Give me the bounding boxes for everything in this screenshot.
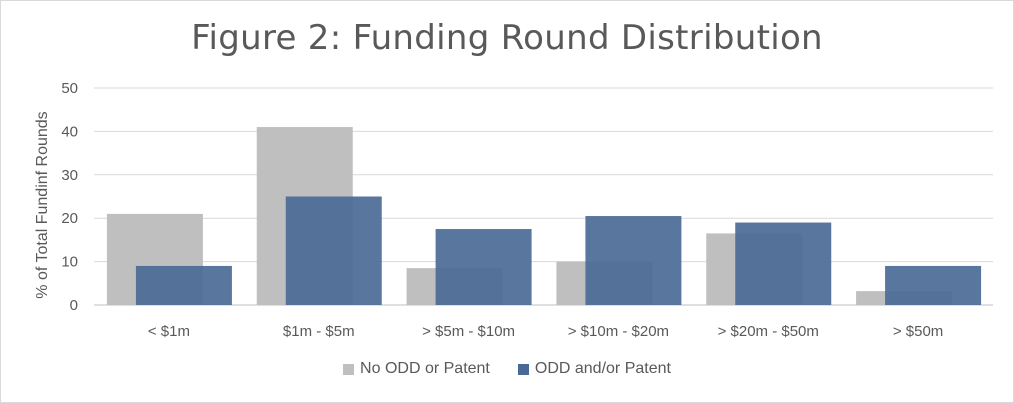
- y-tick-label: 50: [61, 80, 78, 97]
- legend-swatch-series-1: [343, 363, 355, 375]
- chart-title: Figure 2: Funding Round Distribution: [191, 18, 823, 58]
- legend-label-series-2: ODD and/or Patent: [534, 360, 671, 377]
- legend-item-series-1: No ODD or Patent: [343, 360, 490, 378]
- bar-odd-5: [885, 265, 982, 305]
- bar-odd-1: [285, 196, 382, 305]
- y-tick-label: 30: [61, 167, 78, 184]
- y-axis-label: % of Total Fundinf Rounds: [34, 111, 51, 298]
- y-tick-label: 10: [61, 254, 78, 271]
- x-tick-label: > $10m - $20m: [568, 323, 669, 340]
- bar-odd-2: [435, 229, 532, 305]
- bar-odd-0: [135, 265, 232, 305]
- y-tick-label: 0: [70, 297, 78, 314]
- x-tick-label: > $5m - $10m: [422, 323, 515, 340]
- x-tick-label: > $50m: [893, 323, 943, 340]
- x-tick-label: $1m - $5m: [283, 323, 355, 340]
- legend-swatch-series-2: [517, 363, 529, 375]
- legend-item-series-2: ODD and/or Patent: [517, 360, 671, 378]
- legend-label-series-1: No ODD or Patent: [360, 360, 490, 377]
- bar-odd-4: [735, 222, 832, 305]
- y-tick-label: 20: [61, 210, 78, 227]
- bar-odd-3: [585, 216, 682, 305]
- x-tick-label: > $20m - $50m: [718, 323, 819, 340]
- x-tick-label: < $1m: [148, 323, 190, 340]
- y-tick-label: 40: [61, 123, 78, 140]
- legend: No ODD or Patent ODD and/or Patent: [0, 360, 1014, 378]
